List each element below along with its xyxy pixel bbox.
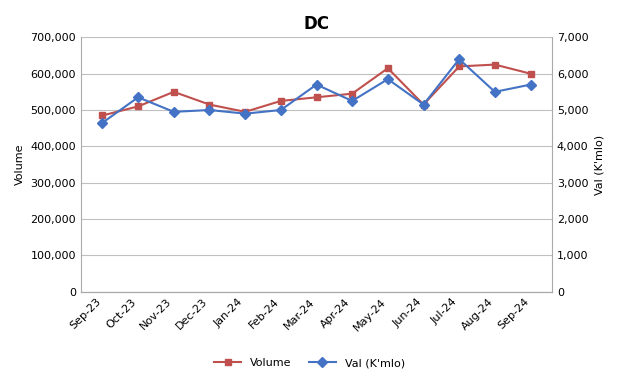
Volume [170,90,178,94]
Val (K'mlo) [420,102,427,107]
Y-axis label: Volume: Volume [15,144,25,185]
Val (K'mlo) [491,90,498,94]
Volume [456,64,463,69]
Val (K'mlo) [456,57,463,61]
Volume [420,102,427,107]
Val (K'mlo) [527,82,534,87]
Volume [99,113,106,118]
Line: Volume: Volume [99,61,534,119]
Title: DC: DC [303,15,329,33]
Val (K'mlo) [99,121,106,125]
Val (K'mlo) [384,77,392,81]
Volume [527,71,534,76]
Volume [348,91,356,96]
Volume [384,66,392,70]
Val (K'mlo) [348,99,356,103]
Val (K'mlo) [170,110,178,114]
Volume [206,102,213,107]
Legend: Volume, Val (K'mlo): Volume, Val (K'mlo) [209,353,410,372]
Volume [313,95,320,99]
Y-axis label: Val (K'mlo): Val (K'mlo) [594,135,604,195]
Volume [491,62,498,67]
Val (K'mlo) [134,95,142,99]
Volume [277,99,285,103]
Val (K'mlo) [313,82,320,87]
Volume [241,110,249,114]
Val (K'mlo) [277,108,285,112]
Val (K'mlo) [206,108,213,112]
Val (K'mlo) [241,112,249,116]
Volume [134,104,142,108]
Line: Val (K'mlo): Val (K'mlo) [99,56,534,126]
